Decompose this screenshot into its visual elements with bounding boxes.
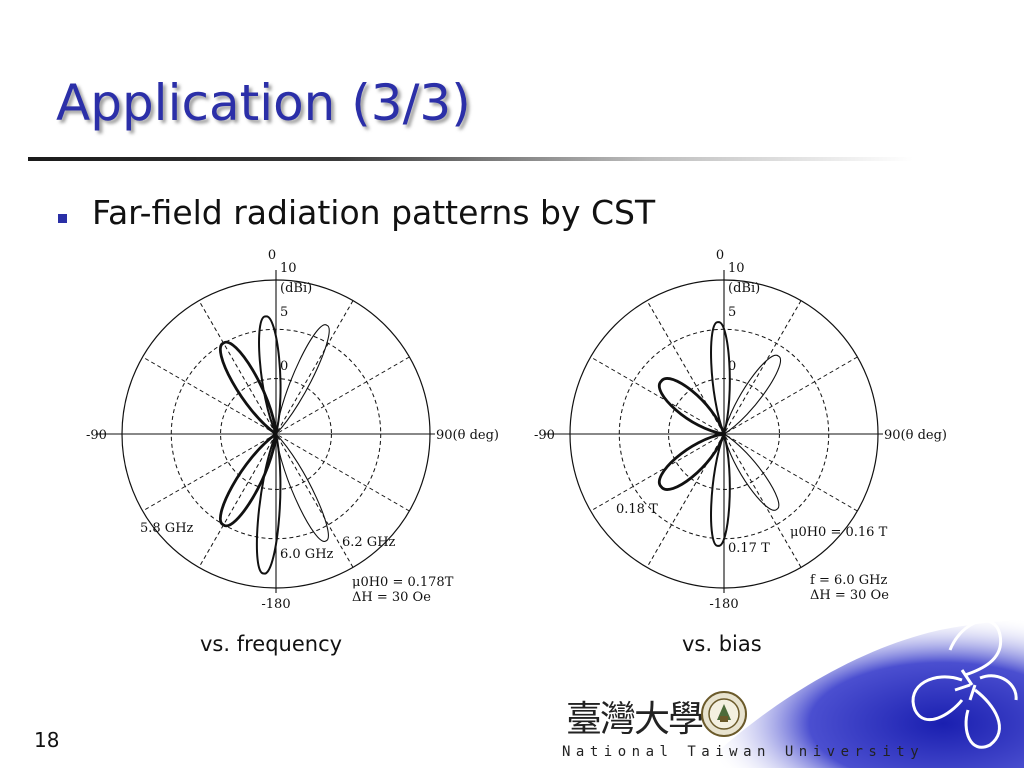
angle-label-right: 90(θ deg) [436, 428, 499, 443]
pattern-lobe-series2-0 [275, 324, 330, 436]
radial-label-0: 10 [280, 261, 297, 276]
pattern-lobe-series2-0 [723, 354, 781, 436]
series-label-0: 0.18 T [616, 502, 658, 517]
annotation-0: μ0H0 = 0.178T [352, 575, 454, 590]
series-label-2: 6.2 GHz [342, 535, 396, 550]
radial-label-3: 0 [280, 359, 288, 374]
annotation-1: ΔH = 30 Oe [810, 588, 889, 603]
radial-label-1: (dBi) [728, 281, 760, 296]
series-label-2: μ0H0 = 0.16 T [790, 525, 888, 540]
angle-label-top: 0 [716, 248, 724, 263]
pattern-lobe-series0-0 [657, 377, 727, 436]
radial-label-2: 5 [280, 305, 288, 320]
caption-bias: vs. bias [682, 632, 762, 656]
pattern-lobe-series1-1 [710, 430, 731, 547]
pattern-lobe-series2-1 [723, 432, 780, 511]
radial-label-1: (dBi) [280, 281, 312, 296]
polar-plot-bias: 0 -90 90(θ deg) -180 10 (dBi) 5 0 0.18 T 0.17 T μ0… [534, 248, 947, 612]
slide-title: Application (3/3) [56, 74, 471, 132]
bullet-text: Far-field radiation patterns by CST [92, 193, 656, 232]
pattern-lobe-series1-0 [258, 315, 282, 438]
ntu-logo-english: National Taiwan University [562, 744, 925, 760]
series-label-1: 6.0 GHz [280, 547, 334, 562]
series-label-1: 0.17 T [728, 541, 770, 556]
pattern-lobe-series1-0 [710, 321, 731, 438]
series-label-0: 5.8 GHz [140, 521, 194, 536]
radial-label-2: 5 [728, 305, 736, 320]
caption-frequency: vs. frequency [200, 632, 343, 656]
pattern-lobe-series2-1 [275, 432, 329, 542]
angle-label-bottom: -180 [261, 597, 290, 612]
pattern-lobe-series0-1 [657, 432, 727, 491]
annotation-0: f = 6.0 GHz [810, 573, 887, 588]
radial-label-0: 10 [728, 261, 745, 276]
orchid-flower-icon [911, 619, 1018, 749]
angle-label-bottom: -180 [709, 597, 738, 612]
angle-label-right: 90(θ deg) [884, 428, 947, 443]
polar-plot-frequency: 0 -90 90(θ deg) -180 10 (dBi) 5 0 5.8 GHz 6.0 GHz… [86, 248, 499, 612]
ntu-seal-icon [701, 691, 747, 737]
annotation-1: ΔH = 30 Oe [352, 590, 431, 605]
slide-number: 18 [34, 728, 60, 752]
orchid-decoration [700, 619, 1024, 768]
bullet-square-icon [58, 214, 67, 223]
angle-label-left: -90 [534, 428, 555, 443]
angle-label-left: -90 [86, 428, 107, 443]
radial-label-3: 0 [728, 359, 736, 374]
angle-label-top: 0 [268, 248, 276, 263]
pattern-lobe-series1-1 [255, 430, 282, 575]
ntu-logo-cjk: 臺灣大學 [566, 699, 704, 740]
title-divider [28, 157, 913, 161]
